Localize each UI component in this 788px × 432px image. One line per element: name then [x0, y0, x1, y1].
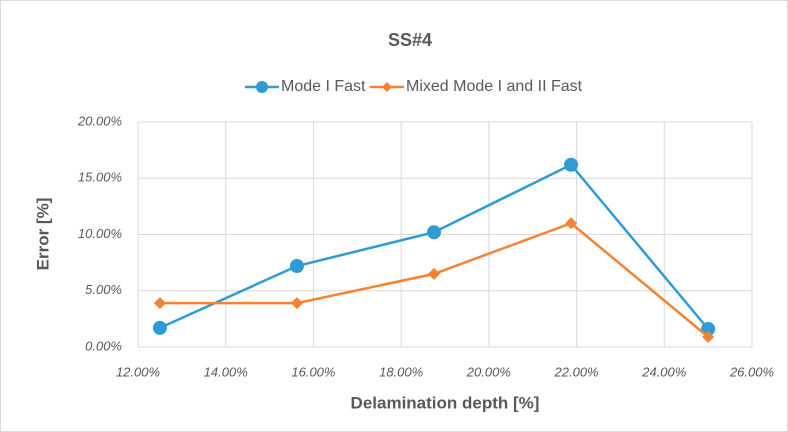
chart-title: SS#4 [388, 30, 432, 50]
legend-marker [256, 81, 268, 93]
y-tick-label: 15.00% [78, 170, 122, 185]
x-tick-label: 16.00% [291, 364, 335, 379]
y-tick-label: 20.00% [77, 113, 122, 128]
y-tick-label: 10.00% [78, 226, 122, 241]
y-tick-label: 0.00% [85, 338, 122, 353]
data-point [564, 157, 579, 172]
data-point [702, 330, 715, 343]
data-point [153, 297, 166, 310]
x-tick-label: 26.00% [729, 364, 774, 379]
x-tick-label: 20.00% [466, 364, 511, 379]
x-tick-label: 14.00% [204, 364, 248, 379]
x-tick-label: 24.00% [641, 364, 686, 379]
y-tick-label: 5.00% [85, 282, 122, 297]
x-tick-label: 18.00% [379, 364, 423, 379]
legend-label: Mixed Mode I and II Fast [406, 78, 583, 95]
data-point [427, 225, 442, 240]
legend-label: Mode I Fast [281, 78, 366, 95]
y-axis-label: Error [%] [33, 198, 52, 271]
data-point [152, 320, 167, 335]
x-tick-label: 12.00% [116, 364, 160, 379]
legend-marker [382, 82, 392, 92]
x-axis-label: Delamination depth [%] [351, 393, 540, 412]
x-tick-label: 22.00% [554, 364, 599, 379]
data-point [290, 297, 303, 310]
data-point [565, 217, 578, 230]
data-point [428, 267, 441, 280]
data-point [289, 259, 304, 273]
